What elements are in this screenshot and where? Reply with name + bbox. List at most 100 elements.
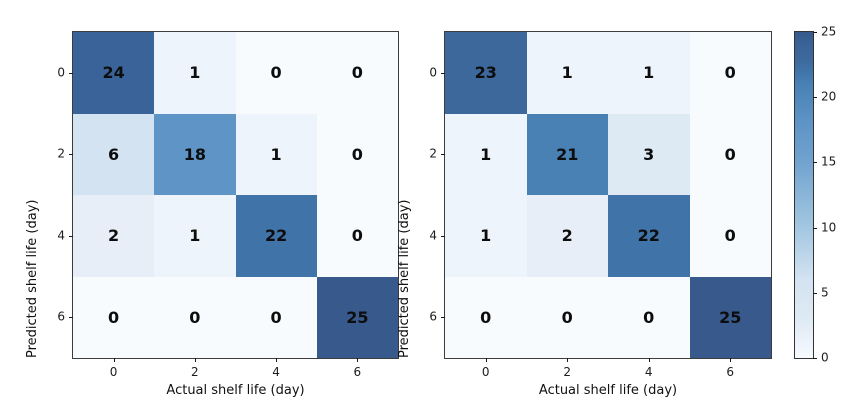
heatmap-cell-value: 1 — [189, 226, 201, 246]
heatmap-cell-value: 24 — [102, 63, 125, 83]
x-tick-mark — [357, 358, 359, 362]
x-tick-mark — [648, 358, 650, 362]
y-tick-mark — [69, 72, 73, 74]
heatmap-cell-value: 25 — [719, 307, 742, 327]
heatmap-cell-value: 0 — [270, 307, 282, 327]
heatmap-cell: 1 — [608, 32, 690, 114]
heatmap-cell: 0 — [235, 32, 317, 114]
y-tick-label: 2 — [429, 146, 437, 161]
x-tick-label: 0 — [109, 365, 118, 379]
colorbar-tick-mark — [813, 32, 817, 33]
heatmap-cell-value: 0 — [724, 63, 736, 83]
heatmap-cell-value: 0 — [351, 63, 363, 83]
x-tick-label: 0 — [481, 365, 490, 379]
x-axis-label: Actual shelf life (day) — [538, 383, 678, 398]
y-tick-mark — [441, 154, 445, 156]
heatmap-cell-value: 0 — [724, 144, 736, 164]
heatmap-cell-value: 0 — [480, 307, 492, 327]
heatmap-cell: 0 — [316, 113, 398, 195]
y-tick-label: 4 — [57, 228, 65, 243]
heatmap-cell-value: 0 — [351, 144, 363, 164]
heatmap-cell-value: 22 — [264, 226, 288, 246]
heatmap-cell: 25 — [316, 276, 398, 358]
y-tick-mark — [69, 317, 73, 319]
colorbar-tick-label: 25 — [821, 24, 837, 39]
x-tick-label: 6 — [726, 365, 735, 379]
x-tick-mark — [485, 358, 487, 362]
y-tick-label: 0 — [57, 65, 65, 80]
heatmap-cell-value: 18 — [183, 144, 206, 164]
heatmap-cell-value: 1 — [643, 63, 655, 83]
x-tick-label: 2 — [563, 365, 572, 379]
heatmap-cell-value: 0 — [189, 307, 201, 327]
heatmap-cell-value: 0 — [108, 307, 120, 327]
heatmap-cell: 0 — [689, 32, 771, 114]
colorbar-tick-mark — [813, 358, 817, 359]
y-tick-mark — [441, 235, 445, 237]
heatmap-cell-value: 2 — [561, 226, 573, 246]
heatmap-cell-value: 0 — [724, 226, 736, 246]
heatmap-cell-value: 0 — [643, 307, 655, 327]
y-tick-mark — [69, 235, 73, 237]
y-tick-label: 0 — [429, 65, 437, 80]
heatmap-cell-value: 1 — [480, 226, 492, 246]
x-tick-label: 6 — [353, 365, 362, 379]
heatmap-cell: 3 — [608, 113, 690, 195]
heatmap-grid: 23 1 1 0 1 21 3 0 1 2 22 0 0 0 0 25 — [445, 32, 771, 358]
x-tick-label: 2 — [191, 365, 199, 379]
heatmap-cell: 0 — [316, 195, 398, 277]
y-tick-mark — [441, 72, 445, 74]
x-tick-mark — [113, 358, 115, 362]
heatmap-cell: 0 — [316, 32, 398, 114]
heatmap-cell: 6 — [73, 113, 155, 195]
heatmap-cell: 1 — [445, 195, 527, 277]
x-tick-mark — [194, 358, 196, 362]
colorbar: 0 5 10 15 20 25 — [794, 25, 836, 365]
heatmap-cell: 1 — [154, 32, 236, 114]
heatmap-cell-value: 1 — [189, 63, 201, 83]
heatmap-cell: 1 — [445, 113, 527, 195]
heatmap-cell: 21 — [526, 113, 608, 195]
heatmap-cell: 0 — [154, 276, 236, 358]
heatmap-cell: 1 — [235, 113, 317, 195]
heatmap-cell-value: 22 — [637, 226, 660, 246]
heatmap-cell: 1 — [526, 32, 608, 114]
heatmap-cell-value: 0 — [270, 63, 282, 83]
heatmap-cell: 0 — [526, 276, 608, 358]
colorbar-tick-label: 10 — [821, 220, 837, 235]
y-axis-label: Predicted shelf life (day) — [397, 199, 412, 358]
heatmap-cell: 23 — [445, 32, 527, 114]
colorbar-tick-mark — [813, 227, 817, 229]
y-axis-label: Predicted shelf life (day) — [25, 199, 40, 358]
y-tick-label: 2 — [57, 146, 65, 161]
heatmap-cell-value: 0 — [351, 226, 363, 246]
heatmap-cell: 25 — [689, 276, 771, 358]
heatmap-cell: 1 — [154, 195, 236, 277]
y-tick-mark — [441, 317, 445, 319]
heatmap-cell: 0 — [235, 276, 317, 358]
heatmap-cell: 24 — [73, 32, 155, 114]
x-tick-mark — [567, 358, 569, 362]
y-tick-label: 6 — [429, 309, 437, 324]
heatmap-cell: 2 — [73, 195, 155, 277]
x-tick-label: 4 — [272, 365, 280, 379]
heatmap-cell-value: 3 — [643, 144, 655, 164]
heatmap-cell-value: 1 — [561, 63, 573, 83]
heatmap-cell: 0 — [689, 113, 771, 195]
confusion-matrix-left: 24 1 0 0 6 18 1 0 2 1 22 0 0 0 0 25 Actual shelf life (… — [25, 31, 399, 398]
colorbar-tick-mark — [813, 162, 817, 164]
heatmap-cell-value: 1 — [480, 144, 492, 164]
colorbar-tick-mark — [813, 292, 817, 294]
heatmap-cell-value: 23 — [474, 63, 497, 83]
colorbar-tick-label: 15 — [821, 155, 837, 170]
heatmap-cell: 2 — [526, 195, 608, 277]
x-axis-label: Actual shelf life (day) — [166, 383, 305, 398]
heatmap-cell-value: 0 — [561, 307, 573, 327]
x-tick-mark — [276, 358, 278, 362]
heatmap-cell: 0 — [689, 195, 771, 277]
y-tick-label: 6 — [57, 309, 65, 324]
heatmap-cell: 0 — [608, 276, 690, 358]
heatmap-cell-value: 1 — [270, 144, 282, 164]
heatmap-cell: 0 — [73, 276, 155, 358]
heatmap-cell-value: 25 — [346, 307, 369, 327]
